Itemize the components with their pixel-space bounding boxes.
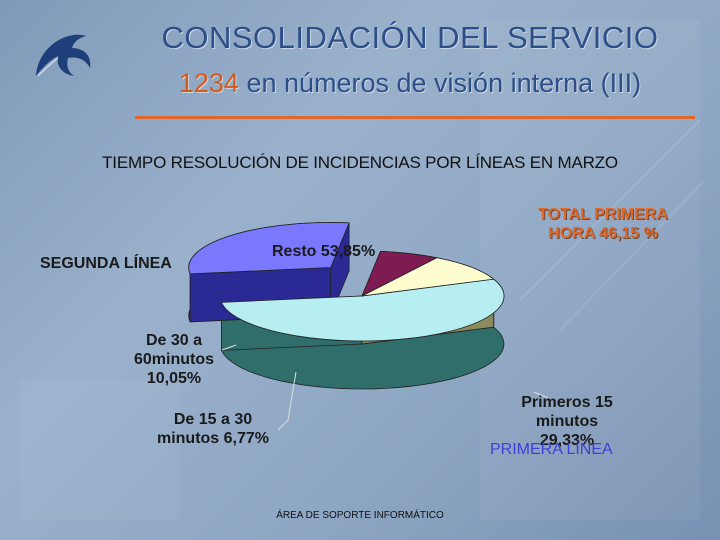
- total-primera-line1: TOTAL PRIMERA: [538, 206, 668, 223]
- title-divider: [135, 116, 695, 119]
- label-primera-linea: PRIMERA LÍNEA: [490, 441, 613, 458]
- leader-line-de15: [277, 371, 297, 431]
- leader-line-primeros: [533, 391, 549, 399]
- chart-title: TIEMPO RESOLUCIÓN DE INCIDENCIAS POR LÍN…: [102, 153, 618, 172]
- label-primeros-line1: Primeros 15: [521, 394, 613, 411]
- page-title: CONSOLIDACIÓN DEL SERVICIO: [161, 20, 659, 55]
- label-primeros-15: Primeros 15 minutos 29,33%: [512, 393, 622, 450]
- label-de15-line2: minutos 6,77%: [156, 430, 270, 447]
- label-de-15-a-30: De 15 a 30 minutos 6,77%: [148, 410, 278, 448]
- pie-slice-de-30-a-60minutos: [361, 257, 495, 297]
- logo-icon: [36, 34, 91, 77]
- label-de30-line3: 10,05%: [146, 370, 202, 387]
- subtitle-text: en números de visión interna (III): [238, 68, 642, 98]
- label-de30-line2: 60minutos: [133, 351, 214, 368]
- page-subtitle: 1234 en números de visión interna (III): [100, 68, 720, 99]
- label-de30-line1: De 30 a: [145, 332, 203, 349]
- pie-slice-primeros-15-minutos: [188, 222, 350, 275]
- label-total-primera-hora: TOTAL PRIMERA HORA 46,15 %: [508, 205, 698, 243]
- label-primeros-line2: minutos 29,33%: [535, 413, 599, 449]
- total-primera-line2: HORA 46,15 %: [548, 225, 658, 242]
- leader-line-de30: [221, 344, 237, 351]
- footer-text: ÁREA DE SOPORTE INFORMÁTICO: [276, 510, 444, 521]
- label-de-30-a-60: De 30 a 60minutos 10,05%: [128, 331, 220, 388]
- label-de15-line1: De 15 a 30: [173, 411, 253, 428]
- label-segunda-linea: SEGUNDA LÍNEA: [40, 255, 172, 272]
- subtitle-number: 1234: [178, 68, 239, 98]
- pie-slice-resto: [220, 278, 505, 342]
- label-resto: Resto 53,85%: [272, 243, 376, 260]
